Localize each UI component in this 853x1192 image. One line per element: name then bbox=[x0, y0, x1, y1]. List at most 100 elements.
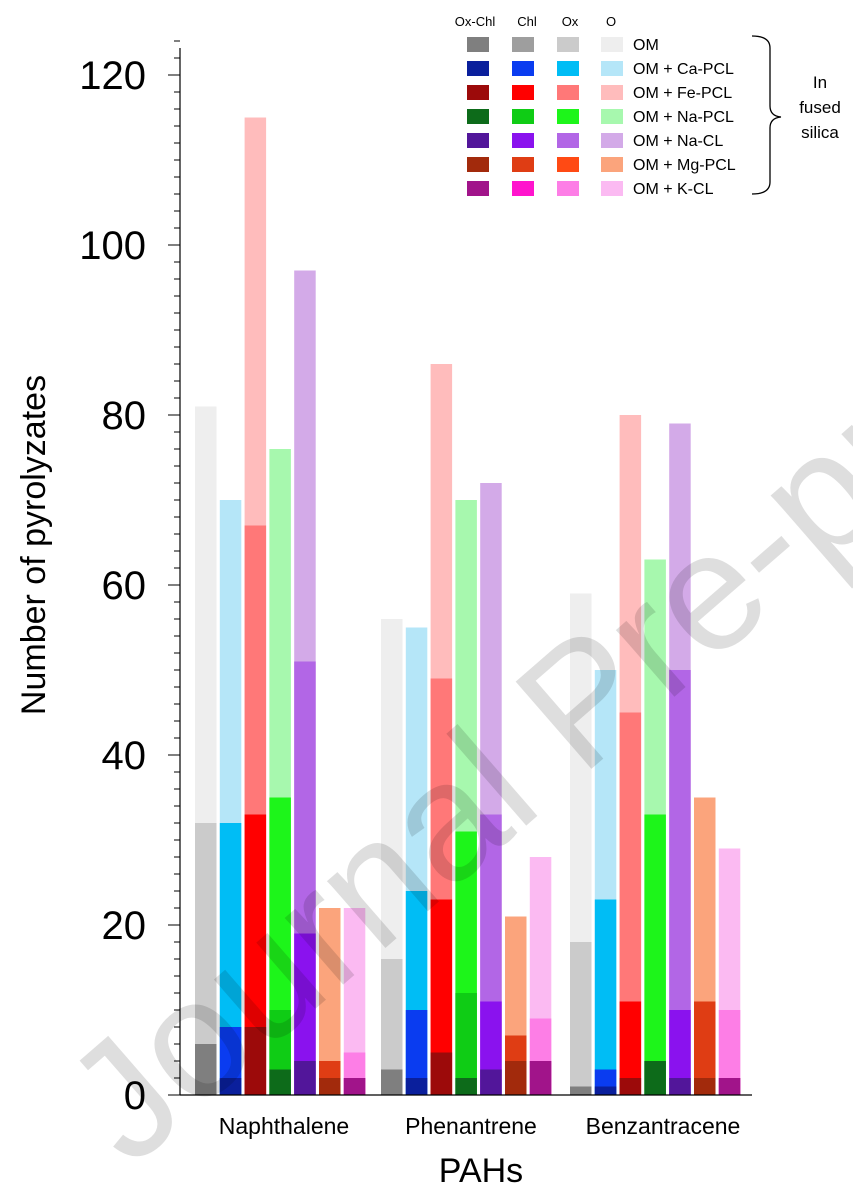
legend-swatch bbox=[512, 181, 534, 196]
bar-benzantracene-om-na-pcl-ox bbox=[644, 814, 666, 1095]
x-category-label: Naphthalene bbox=[219, 1113, 349, 1139]
legend-swatch bbox=[512, 37, 534, 52]
legend-swatch bbox=[601, 61, 623, 76]
bar-benzantracene-om-na-cl-ox-chl bbox=[669, 1078, 691, 1095]
bar-phenantrene-om-fe-pcl-chl bbox=[430, 899, 453, 1095]
y-tick-label: 0 bbox=[124, 1074, 146, 1118]
bar-benzantracene-om-na-cl-ox bbox=[669, 670, 691, 1095]
bar-benzantracene-om-k-cl-ox-chl bbox=[718, 1078, 741, 1095]
legend-swatch bbox=[467, 133, 489, 148]
legend-swatch bbox=[467, 37, 489, 52]
legend-swatch bbox=[557, 133, 579, 148]
bar-benzantracene-om-na-pcl-ox-chl bbox=[644, 1061, 666, 1095]
legend-swatch bbox=[557, 181, 579, 196]
legend-bracket-label: In fused silica bbox=[799, 73, 841, 142]
bar-phenantrene-om-mg-pcl-ox-chl bbox=[505, 1061, 527, 1095]
legend-swatch bbox=[557, 157, 579, 172]
bar-naphthalene-om-na-cl-ox-chl bbox=[294, 1061, 316, 1095]
bar-benzantracene-om-k-cl-ox bbox=[718, 1010, 741, 1095]
legend-swatch bbox=[601, 133, 623, 148]
bar-naphthalene-om-ox bbox=[195, 823, 217, 1095]
y-tick-label: 120 bbox=[79, 54, 146, 98]
bar-benzantracene-om-ox bbox=[570, 942, 592, 1095]
bar-phenantrene-om-fe-pcl-ox-chl bbox=[430, 1052, 453, 1095]
legend-bracket-label-line: silica bbox=[801, 123, 839, 142]
legend-swatch bbox=[467, 181, 489, 196]
legend-swatch bbox=[601, 109, 623, 124]
legend-swatch bbox=[512, 109, 534, 124]
bar-naphthalene-om-fe-pcl-ox-chl bbox=[244, 1027, 267, 1095]
y-ticks-group: 0 20 40 60 80 100 120 bbox=[79, 40, 180, 1118]
bar-phenantrene-om-k-cl-ox-chl bbox=[529, 1061, 552, 1095]
legend-swatch bbox=[467, 61, 489, 76]
legend-entry-label: OM + Na-PCL bbox=[633, 109, 734, 126]
legend-column-header: Chl bbox=[517, 14, 537, 29]
x-category-label: Phenantrene bbox=[405, 1113, 537, 1139]
legend-swatch bbox=[512, 157, 534, 172]
legend-entry-label: OM + Na-CL bbox=[633, 133, 723, 150]
bar-phenantrene-om-ca-pcl-chl bbox=[405, 1010, 428, 1095]
bar-naphthalene-om-mg-pcl-ox-chl bbox=[319, 1078, 341, 1095]
bar-naphthalene-om-fe-pcl-chl bbox=[244, 814, 267, 1095]
legend-bracket-label-line: In bbox=[813, 73, 827, 92]
legend-bracket-label-line: fused bbox=[799, 98, 841, 117]
x-axis-title: PAHs bbox=[439, 1152, 523, 1190]
bar-naphthalene-om-ox-chl bbox=[195, 1044, 217, 1095]
bar-phenantrene-om-na-cl-ox-chl bbox=[480, 1069, 502, 1095]
legend-swatch bbox=[467, 85, 489, 100]
x-category-label: Benzantracene bbox=[586, 1113, 741, 1139]
bar-phenantrene-om-ca-pcl-ox-chl bbox=[405, 1078, 428, 1095]
legend-swatch bbox=[601, 181, 623, 196]
legend-column-header: O bbox=[606, 14, 616, 29]
legend-entry-label: OM bbox=[633, 37, 659, 54]
legend-entry-label: OM + K-CL bbox=[633, 181, 714, 198]
bar-benzantracene-om-fe-pcl-ox-chl bbox=[619, 1078, 642, 1095]
bar-naphthalene-om-mg-pcl-o bbox=[319, 908, 341, 1095]
legend-swatch bbox=[512, 61, 534, 76]
bar-benzantracene-om-na-cl-chl bbox=[669, 1010, 691, 1095]
legend-swatch bbox=[557, 109, 579, 124]
legend-entry-label: OM + Ca-PCL bbox=[633, 61, 734, 78]
bar-benzantracene-om-ox-chl bbox=[570, 1086, 592, 1095]
legend-entry-label: OM + Fe-PCL bbox=[633, 85, 732, 102]
bar-naphthalene-om-na-cl-chl bbox=[294, 933, 316, 1095]
y-tick-label: 80 bbox=[102, 394, 147, 438]
legend-swatch bbox=[467, 157, 489, 172]
bar-phenantrene-om-na-pcl-ox-chl bbox=[455, 1078, 477, 1095]
category-labels-group: Naphthalene Phenantrene Benzantracene bbox=[219, 1113, 741, 1139]
bar-phenantrene-om-na-pcl-chl bbox=[455, 993, 477, 1095]
y-tick-label: 40 bbox=[102, 734, 147, 778]
bar-benzantracene-om-fe-pcl-chl bbox=[619, 1001, 642, 1095]
bar-benzantracene-om-ca-pcl-ox bbox=[594, 899, 617, 1095]
y-tick-label: 100 bbox=[79, 224, 146, 268]
bar-naphthalene-om-k-cl-o bbox=[343, 908, 366, 1095]
legend-swatch bbox=[467, 109, 489, 124]
legend-swatch bbox=[557, 37, 579, 52]
legend-swatch bbox=[601, 85, 623, 100]
y-axis-title: Number of pyrolyzates bbox=[15, 375, 53, 715]
legend-swatch bbox=[557, 85, 579, 100]
y-tick-label: 20 bbox=[102, 904, 147, 948]
bar-phenantrene-om-ox-chl bbox=[381, 1069, 403, 1095]
legend: Ox-Chl Chl Ox O OM OM + Ca-PCL OM + Fe-PCL OM +… bbox=[455, 14, 736, 198]
legend-swatch bbox=[512, 85, 534, 100]
y-tick-label: 60 bbox=[102, 564, 147, 608]
legend-swatch bbox=[601, 37, 623, 52]
legend-swatch bbox=[557, 61, 579, 76]
legend-swatch bbox=[512, 133, 534, 148]
legend-bracket-brace bbox=[751, 35, 782, 195]
legend-swatch bbox=[601, 157, 623, 172]
legend-bracket: In fused silica bbox=[751, 35, 841, 195]
legend-entry-label: OM + Mg-PCL bbox=[633, 157, 736, 174]
legend-column-header: Ox bbox=[562, 14, 579, 29]
legend-column-header: Ox-Chl bbox=[455, 14, 496, 29]
bar-benzantracene-om-fe-pcl-ox bbox=[619, 712, 642, 1095]
bar-naphthalene-om-na-pcl-ox-chl bbox=[269, 1069, 291, 1095]
bar-phenantrene-om-ox bbox=[381, 959, 403, 1095]
bar-naphthalene-om-ca-pcl-ox-chl bbox=[219, 1078, 242, 1095]
bar-benzantracene-om-ca-pcl-ox-chl bbox=[594, 1086, 617, 1095]
bars-group bbox=[195, 117, 741, 1095]
bar-benzantracene-om-mg-pcl-chl bbox=[694, 1001, 716, 1095]
bar-benzantracene-om-mg-pcl-ox-chl bbox=[694, 1078, 716, 1095]
